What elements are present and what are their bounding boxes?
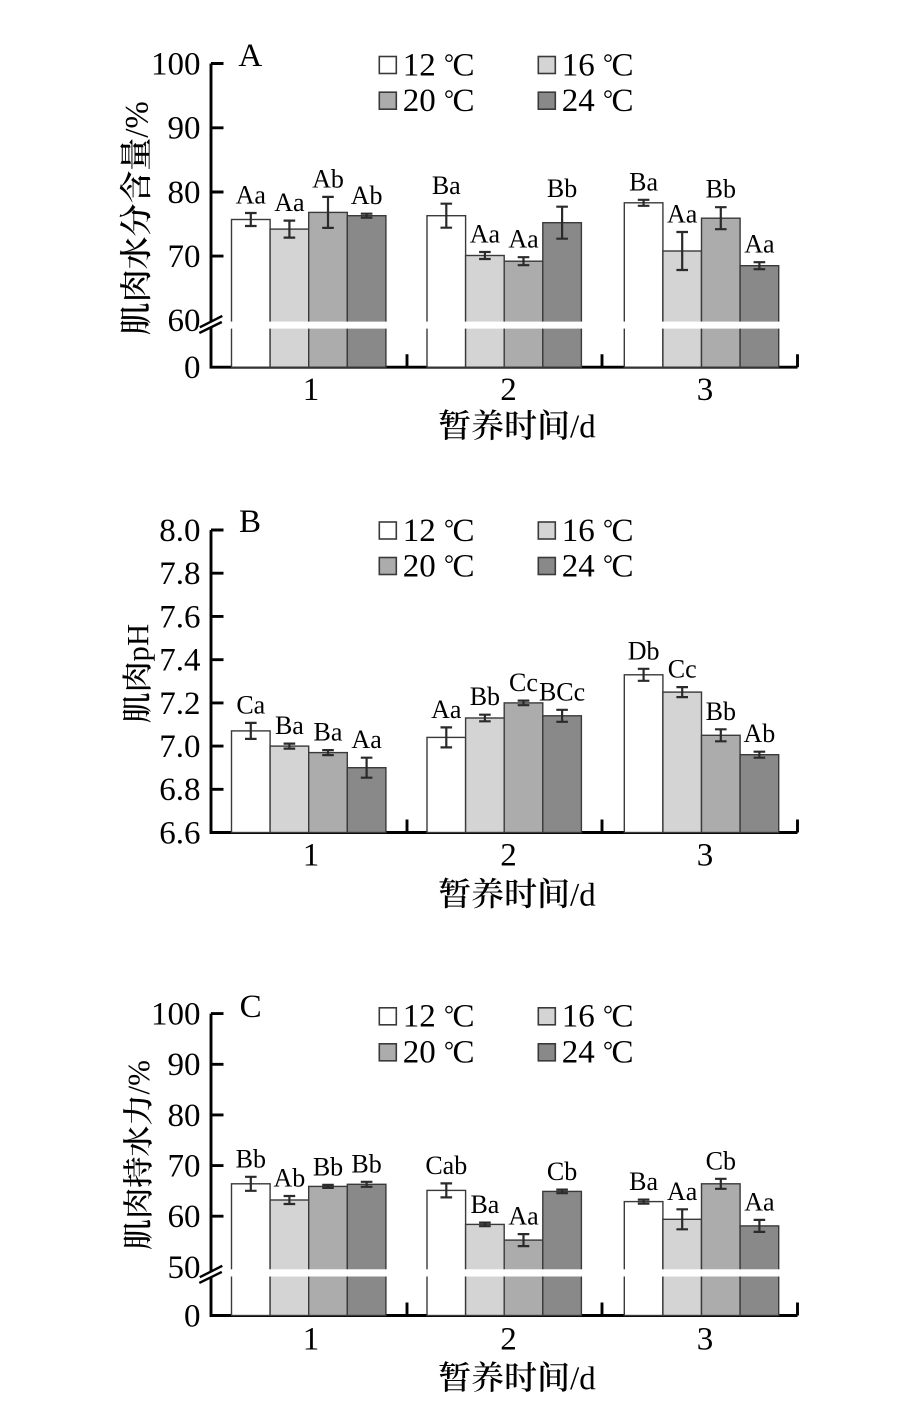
svg-text:Aa: Aa xyxy=(431,695,462,724)
svg-text:Bb: Bb xyxy=(706,175,736,204)
svg-text:2: 2 xyxy=(500,372,517,408)
svg-text:24 °C: 24 °C xyxy=(562,548,634,584)
svg-text:Aa: Aa xyxy=(351,725,382,754)
svg-text:3: 3 xyxy=(697,838,714,874)
svg-text:70: 70 xyxy=(168,1149,201,1185)
svg-text:Bb: Bb xyxy=(470,682,500,711)
svg-text:2: 2 xyxy=(500,1321,517,1357)
svg-text:Aa: Aa xyxy=(274,188,305,217)
svg-text:6.8: 6.8 xyxy=(159,772,200,808)
svg-text:Aa: Aa xyxy=(470,219,501,248)
svg-text:Ca: Ca xyxy=(236,690,265,719)
svg-text:Aa: Aa xyxy=(236,181,267,210)
svg-text:Aa: Aa xyxy=(744,230,775,259)
svg-text:Ba: Ba xyxy=(470,1190,499,1219)
svg-text:16 °C: 16 °C xyxy=(562,999,634,1035)
svg-text:Bb: Bb xyxy=(313,1152,343,1181)
svg-text:1: 1 xyxy=(303,1321,320,1357)
svg-text:7.6: 7.6 xyxy=(159,599,200,635)
svg-text:Cb: Cb xyxy=(547,1157,577,1186)
svg-text:Ba: Ba xyxy=(629,167,658,196)
svg-text:Bb: Bb xyxy=(706,697,736,726)
svg-text:Ab: Ab xyxy=(274,1164,306,1193)
svg-text:24 °C: 24 °C xyxy=(562,83,634,119)
svg-text:Db: Db xyxy=(628,636,660,665)
svg-text:Ab: Ab xyxy=(744,719,776,748)
svg-text:Ab: Ab xyxy=(312,164,344,193)
svg-text:C: C xyxy=(240,989,262,1025)
svg-text:70: 70 xyxy=(168,239,201,275)
svg-text:2: 2 xyxy=(500,838,517,874)
svg-text:Bb: Bb xyxy=(236,1144,266,1173)
svg-text:0: 0 xyxy=(184,1298,201,1334)
svg-text:Bb: Bb xyxy=(547,174,577,203)
svg-text:7.4: 7.4 xyxy=(159,643,200,679)
svg-text:100: 100 xyxy=(151,46,201,82)
svg-text:100: 100 xyxy=(151,997,201,1033)
svg-text:Cc: Cc xyxy=(509,668,538,697)
svg-text:50: 50 xyxy=(168,1250,201,1286)
svg-text:20 °C: 20 °C xyxy=(403,83,475,119)
svg-text:90: 90 xyxy=(168,111,201,147)
svg-text:Aa: Aa xyxy=(667,1177,698,1206)
svg-text:Aa: Aa xyxy=(744,1187,775,1216)
svg-text:BCc: BCc xyxy=(539,677,585,706)
svg-text:6.6: 6.6 xyxy=(159,815,200,851)
svg-text:Aa: Aa xyxy=(508,225,539,254)
svg-text:90: 90 xyxy=(168,1047,201,1083)
svg-text:7.8: 7.8 xyxy=(159,556,200,592)
svg-text:20 °C: 20 °C xyxy=(403,1035,475,1071)
svg-text:8.0: 8.0 xyxy=(159,513,200,549)
svg-text:20 °C: 20 °C xyxy=(403,548,475,584)
svg-text:12 °C: 12 °C xyxy=(403,999,475,1035)
svg-text:12 °C: 12 °C xyxy=(403,513,475,549)
svg-text:3: 3 xyxy=(697,372,714,408)
svg-text:Bb: Bb xyxy=(351,1149,381,1178)
svg-text:24 °C: 24 °C xyxy=(562,1035,634,1071)
svg-text:Cb: Cb xyxy=(706,1146,736,1175)
svg-text:Ba: Ba xyxy=(275,711,304,740)
svg-text:60: 60 xyxy=(168,303,201,339)
svg-text:1: 1 xyxy=(303,838,320,874)
svg-text:80: 80 xyxy=(168,1098,201,1134)
svg-text:1: 1 xyxy=(303,372,320,408)
svg-text:0: 0 xyxy=(184,350,201,386)
svg-text:A: A xyxy=(238,38,262,74)
svg-text:Cab: Cab xyxy=(425,1151,467,1180)
svg-text:12 °C: 12 °C xyxy=(403,47,475,83)
svg-text:Aa: Aa xyxy=(508,1202,539,1231)
svg-text:7.0: 7.0 xyxy=(159,729,200,765)
svg-text:60: 60 xyxy=(168,1199,201,1235)
svg-text:16 °C: 16 °C xyxy=(562,513,634,549)
svg-text:Ba: Ba xyxy=(629,1167,658,1196)
svg-text:Ba: Ba xyxy=(314,718,343,747)
svg-text:B: B xyxy=(239,504,261,540)
svg-text:Ab: Ab xyxy=(351,181,383,210)
svg-text:7.2: 7.2 xyxy=(159,686,200,722)
svg-text:3: 3 xyxy=(697,1321,714,1357)
svg-text:16 °C: 16 °C xyxy=(562,47,634,83)
svg-text:Aa: Aa xyxy=(667,199,698,228)
svg-text:Ba: Ba xyxy=(432,171,461,200)
svg-text:80: 80 xyxy=(168,175,201,211)
svg-text:Cc: Cc xyxy=(668,655,697,684)
